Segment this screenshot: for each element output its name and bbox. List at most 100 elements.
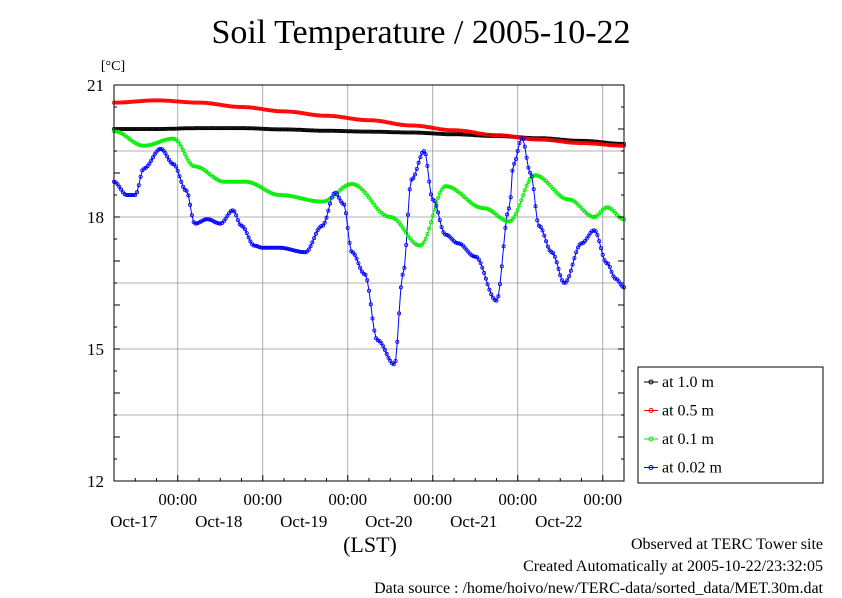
data-point-1: [377, 119, 382, 124]
data-point-2: [402, 228, 407, 233]
data-point-3: [244, 231, 249, 236]
data-point-3: [600, 252, 605, 257]
data-point-0: [175, 126, 180, 131]
data-point-3: [404, 242, 409, 247]
data-point-2: [310, 198, 315, 203]
data-point-3: [303, 250, 308, 255]
x-tick-date: Oct-17: [110, 512, 158, 531]
data-point-3: [593, 229, 598, 234]
data-point-1: [614, 143, 619, 148]
data-point-1: [600, 142, 605, 147]
data-point-2: [271, 191, 276, 196]
data-point-3: [552, 254, 557, 259]
data-point-3: [354, 256, 359, 261]
data-point-3: [294, 248, 299, 253]
data-point-3: [412, 172, 417, 177]
data-point-2: [416, 243, 421, 248]
data-point-0: [358, 129, 363, 134]
data-point-1: [273, 108, 278, 113]
data-point-3: [287, 247, 292, 252]
data-point-3: [188, 202, 193, 207]
data-point-2: [159, 138, 164, 143]
data-point-3: [149, 158, 154, 163]
data-point-3: [368, 302, 373, 307]
data-point-3: [576, 245, 581, 250]
data-point-3: [478, 260, 483, 265]
data-point-2: [136, 142, 141, 147]
data-point-3: [613, 276, 618, 281]
data-point-3: [327, 201, 332, 206]
data-point-3: [529, 174, 534, 179]
data-point-2: [289, 194, 294, 199]
x-tick-time: 00:00: [583, 490, 622, 509]
data-point-3: [540, 228, 545, 233]
data-point-1: [480, 131, 485, 136]
data-point-3: [181, 184, 186, 189]
data-point-2: [115, 129, 120, 134]
data-point-1: [345, 116, 350, 121]
data-point-1: [122, 100, 127, 105]
x-tick-time: 00:00: [328, 490, 367, 509]
data-point-3: [205, 217, 210, 222]
data-point-1: [402, 123, 407, 128]
data-point-0: [152, 127, 157, 132]
data-point-3: [554, 260, 559, 265]
data-point-2: [522, 188, 527, 193]
series-points: [112, 98, 627, 367]
data-point-1: [430, 125, 435, 130]
data-point-2: [269, 191, 274, 196]
data-point-1: [182, 100, 187, 105]
data-point-3: [391, 362, 396, 367]
data-point-0: [255, 126, 260, 131]
data-point-1: [432, 126, 437, 131]
data-point-3: [242, 227, 247, 232]
data-point-3: [290, 248, 295, 253]
data-point-2: [446, 184, 451, 189]
data-point-1: [260, 107, 265, 112]
data-point-3: [138, 174, 143, 179]
data-point-2: [514, 211, 519, 216]
data-point-3: [320, 223, 325, 228]
data-point-3: [322, 220, 327, 225]
data-point-1: [602, 142, 607, 147]
legend-label: at 0.02 m: [662, 460, 723, 477]
data-point-3: [306, 247, 311, 252]
data-point-0: [388, 130, 393, 135]
data-point-3: [283, 246, 288, 251]
data-point-0: [437, 131, 442, 136]
data-point-3: [503, 225, 508, 230]
data-point-0: [457, 132, 462, 137]
data-point-2: [177, 141, 182, 146]
data-point-1: [165, 98, 170, 103]
data-point-2: [515, 207, 520, 212]
data-point-1: [414, 123, 419, 128]
data-point-0: [147, 127, 152, 132]
data-point-2: [315, 199, 320, 204]
data-point-3: [315, 228, 320, 233]
data-point-3: [398, 285, 403, 290]
data-point-3: [356, 261, 361, 266]
data-point-3: [565, 278, 570, 283]
data-point-3: [119, 187, 124, 192]
y-tick-label: 18: [87, 208, 104, 227]
data-point-3: [248, 239, 253, 244]
data-point-1: [335, 114, 340, 119]
data-point-2: [480, 206, 485, 211]
data-point-1: [487, 132, 492, 137]
data-point-2: [322, 199, 327, 204]
data-point-1: [202, 100, 207, 105]
data-point-1: [590, 141, 595, 146]
data-point-0: [195, 126, 200, 131]
data-point-2: [181, 148, 186, 153]
data-point-3: [443, 232, 448, 237]
data-point-3: [319, 224, 324, 229]
data-point-3: [499, 264, 504, 269]
data-point-2: [292, 194, 297, 199]
data-point-1: [207, 101, 212, 106]
data-point-3: [313, 231, 318, 236]
data-point-1: [386, 120, 391, 125]
data-point-1: [159, 98, 164, 103]
data-point-3: [427, 179, 432, 184]
data-point-2: [524, 183, 529, 188]
data-point-3: [531, 187, 536, 192]
